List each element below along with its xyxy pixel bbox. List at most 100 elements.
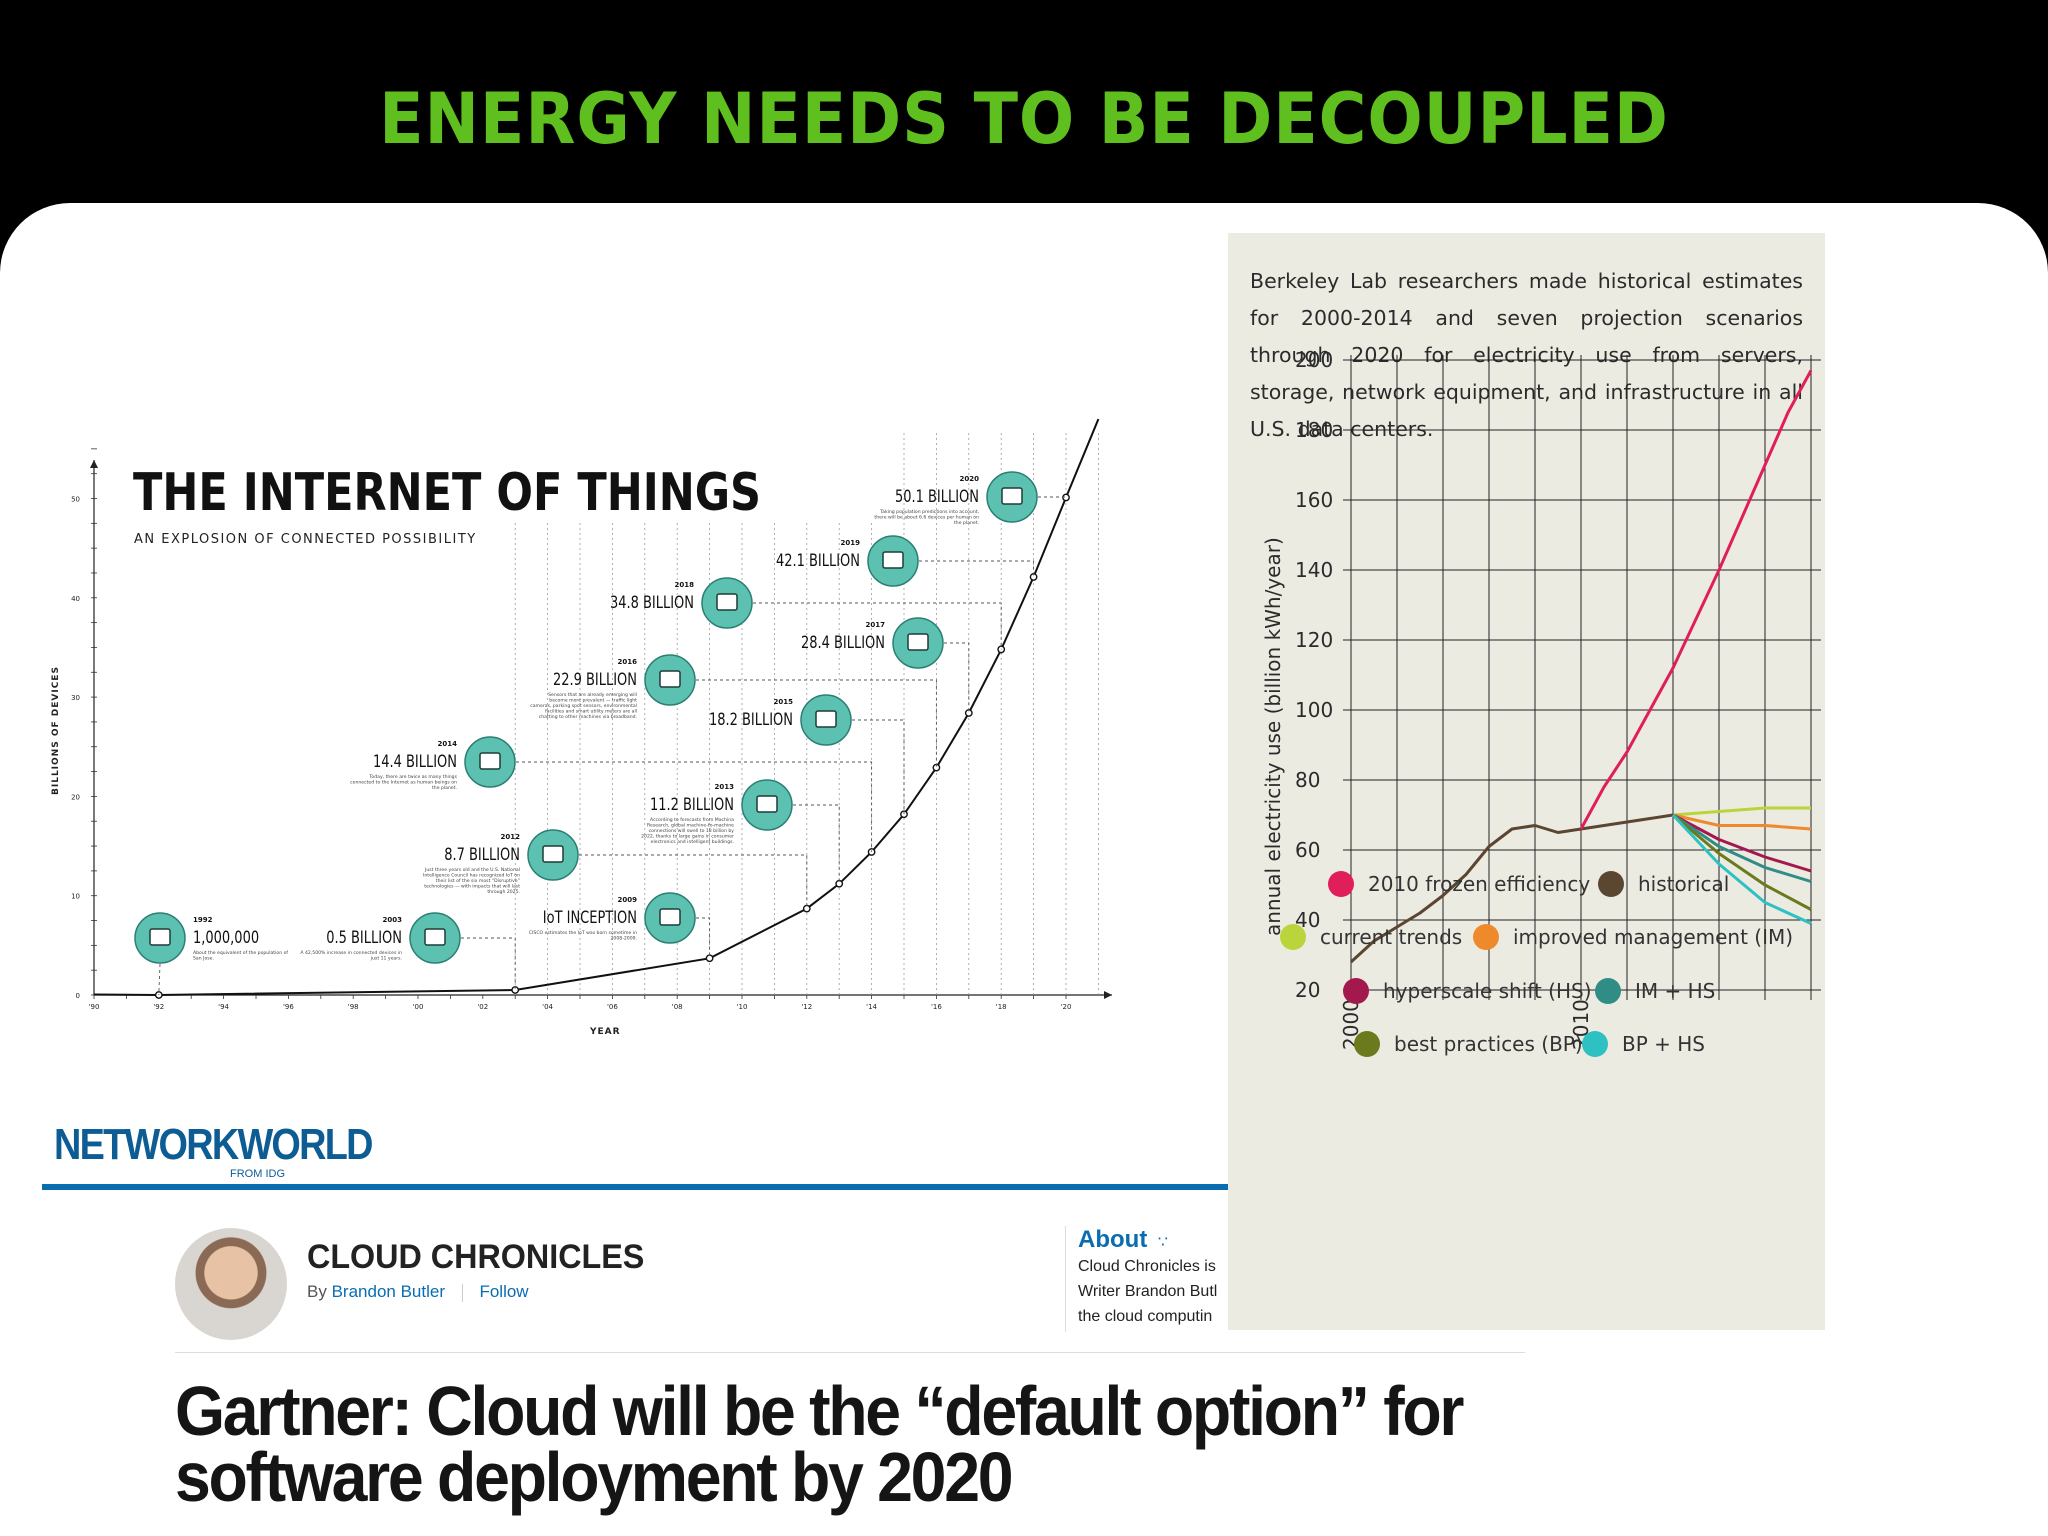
iot-annotation-note: electronics and intelligent buildings.	[651, 839, 734, 845]
iot-annotation-label: 50.1 BILLION	[895, 486, 979, 506]
iot-annotation-label: 18.2 BILLION	[709, 709, 793, 729]
iot-annotation: 2020 50.1 BILLION Taking population predic…	[874, 471, 1067, 526]
iot-annotation-year: 2018	[675, 581, 695, 589]
iot-connector	[696, 917, 711, 959]
byline: By Brandon Butler Follow	[307, 1282, 529, 1302]
iot-connector	[753, 602, 1002, 650]
iot-connector	[919, 560, 1035, 577]
berk-y-tick-label: 180	[1295, 418, 1333, 442]
article-divider	[175, 1352, 1525, 1353]
berkeley-description: Berkeley Lab researchers made historical…	[1250, 269, 1803, 441]
iot-annotation-label: 8.7 BILLION	[444, 844, 520, 864]
about-title[interactable]: About	[1078, 1226, 1148, 1253]
berk-y-tick-label: 100	[1295, 698, 1333, 722]
iot-annotation-note: there will be about 6.6 devices per huma…	[874, 515, 979, 521]
iot-x-tick-label: '20	[1061, 1003, 1072, 1011]
legend-swatch	[1343, 977, 1369, 1004]
oven-icon-glyph	[756, 795, 778, 813]
iot-annotation: 2012 8.7 BILLION Just three years old and …	[423, 829, 808, 909]
legend-swatch	[1595, 977, 1621, 1004]
iot-annotation-note: the planet.	[432, 785, 457, 791]
iot-data-point	[705, 954, 714, 963]
iot-annotation: 2015 18.2 BILLION	[709, 694, 905, 815]
iot-annotation: 2013 11.2 BILLION According to forecasts f…	[641, 779, 840, 884]
iot-connector	[516, 761, 873, 853]
legend-item: best practices (BP)	[1354, 1030, 1583, 1057]
iot-connector	[1038, 496, 1067, 498]
legend-item: historical	[1598, 870, 1729, 897]
iot-annotation-note: become more prevalent — traffic light	[549, 698, 637, 704]
iot-annotation-label: 34.8 BILLION	[610, 592, 694, 612]
iot-annotation-year: 2019	[841, 539, 861, 547]
iot-annotation-year: 2020	[960, 475, 980, 483]
legend-label: best practices (BP)	[1394, 1031, 1583, 1056]
legend-swatch	[1473, 923, 1499, 950]
iot-title: THE INTERNET OF THINGS	[133, 462, 761, 522]
watch-phone-icon-glyph	[542, 845, 564, 863]
iot-annotation-note: About the equivalent of the population o…	[193, 950, 288, 956]
legend-swatch	[1582, 1030, 1608, 1057]
iot-x-tick-label: '90	[89, 1003, 100, 1011]
iot-x-tick-label: '92	[153, 1003, 164, 1011]
berk-y-tick-label: 160	[1295, 488, 1333, 512]
iot-x-tick-label: '10	[737, 1003, 748, 1011]
iot-annotation: 2003 0.5 BILLION A 42,500% increase in con…	[300, 912, 516, 991]
legend-label: hyperscale shift (HS)	[1383, 978, 1592, 1003]
berk-series-line	[1579, 369, 1813, 830]
iot-annotation-year: 2014	[438, 740, 458, 748]
iot-annotation-label: 28.4 BILLION	[801, 632, 885, 652]
iot-annotation-note: According to forecasts from Machina	[650, 817, 734, 823]
legend-item: hyperscale shift (HS)	[1343, 977, 1592, 1004]
iot-annotation-note: Research, global machine-to-machine	[647, 823, 734, 829]
legend-item: BP + HS	[1582, 1030, 1705, 1057]
iot-annotation-note: the planet.	[954, 520, 979, 526]
about-box: About ∵ Cloud Chronicles is Writer Brand…	[1065, 1226, 1228, 1332]
author-avatar[interactable]	[175, 1228, 287, 1340]
about-line: Cloud Chronicles is	[1078, 1258, 1216, 1275]
byline-by: By	[307, 1282, 327, 1301]
iot-annotation-note: connected to the Internet as human being…	[350, 780, 457, 786]
iot-y-tick-label: 20	[71, 793, 80, 801]
outlet-icon-glyph	[882, 551, 904, 569]
iot-annotation-year: 2016	[618, 658, 638, 666]
iot-annotation-note: just 11 years.	[370, 956, 402, 962]
berk-y-axis-label: annual electricity use (billion kWh/year…	[1261, 537, 1285, 936]
about-line: the cloud computin	[1078, 1308, 1213, 1325]
iot-x-tick-label: '00	[413, 1003, 424, 1011]
legend-label: historical	[1638, 871, 1730, 896]
follow-link[interactable]: Follow	[479, 1282, 529, 1301]
legend-item: current trends	[1280, 923, 1462, 950]
iot-annotation-label: 11.2 BILLION	[650, 794, 734, 814]
iot-annotation-note: CISCO estimates the IoT was born sometim…	[529, 930, 637, 936]
lightbulb-icon-glyph	[659, 908, 681, 926]
iot-annotation-label: 42.1 BILLION	[776, 550, 860, 570]
networkworld-logo-sub: FROM IDG	[230, 1168, 285, 1180]
legend-item: IM + HS	[1595, 977, 1715, 1004]
berk-series-line	[1349, 813, 1674, 964]
iot-annotation-note: Sensors that are already emerging will	[548, 692, 637, 698]
iot-annotation-year: 2017	[866, 621, 886, 629]
legend-label: improved management (IM)	[1513, 924, 1794, 949]
iot-y-axis-arrow	[90, 460, 98, 468]
berk-series-line	[1672, 806, 1811, 817]
iot-y-tick-label: 40	[71, 595, 80, 603]
slide-title: ENERGY NEEDS TO BE DECOUPLED	[379, 78, 1669, 160]
berk-y-tick-label: 60	[1295, 838, 1320, 862]
iot-annotation-year: 1992	[193, 916, 213, 924]
iot-x-tick-label: '08	[672, 1003, 683, 1011]
iot-annotation: 2018 34.8 BILLION	[610, 577, 1002, 650]
rss-icon[interactable]: ∵	[1157, 1234, 1168, 1251]
wind-turbine-icon-glyph	[479, 752, 501, 770]
iot-annotation-note: cameras, parking spot sensors, environme…	[530, 703, 637, 709]
column-name[interactable]: CLOUD CHRONICLES	[307, 1238, 645, 1276]
networkworld-logo[interactable]: NETWORKWORLD	[54, 1120, 373, 1169]
iot-y-tick-label: 10	[71, 893, 80, 901]
berk-y-tick-label: 200	[1295, 348, 1333, 372]
berk-y-tick-label: 20	[1295, 978, 1320, 1002]
berk-series-line	[1672, 813, 1812, 873]
article-headline[interactable]: Gartner: Cloud will be the “default opti…	[175, 1372, 1464, 1512]
iot-xlabel: YEAR	[589, 1027, 621, 1037]
author-link[interactable]: Brandon Butler	[331, 1282, 445, 1301]
headline-line: Gartner: Cloud will be the “default opti…	[175, 1372, 1464, 1450]
iot-connector	[944, 642, 970, 713]
